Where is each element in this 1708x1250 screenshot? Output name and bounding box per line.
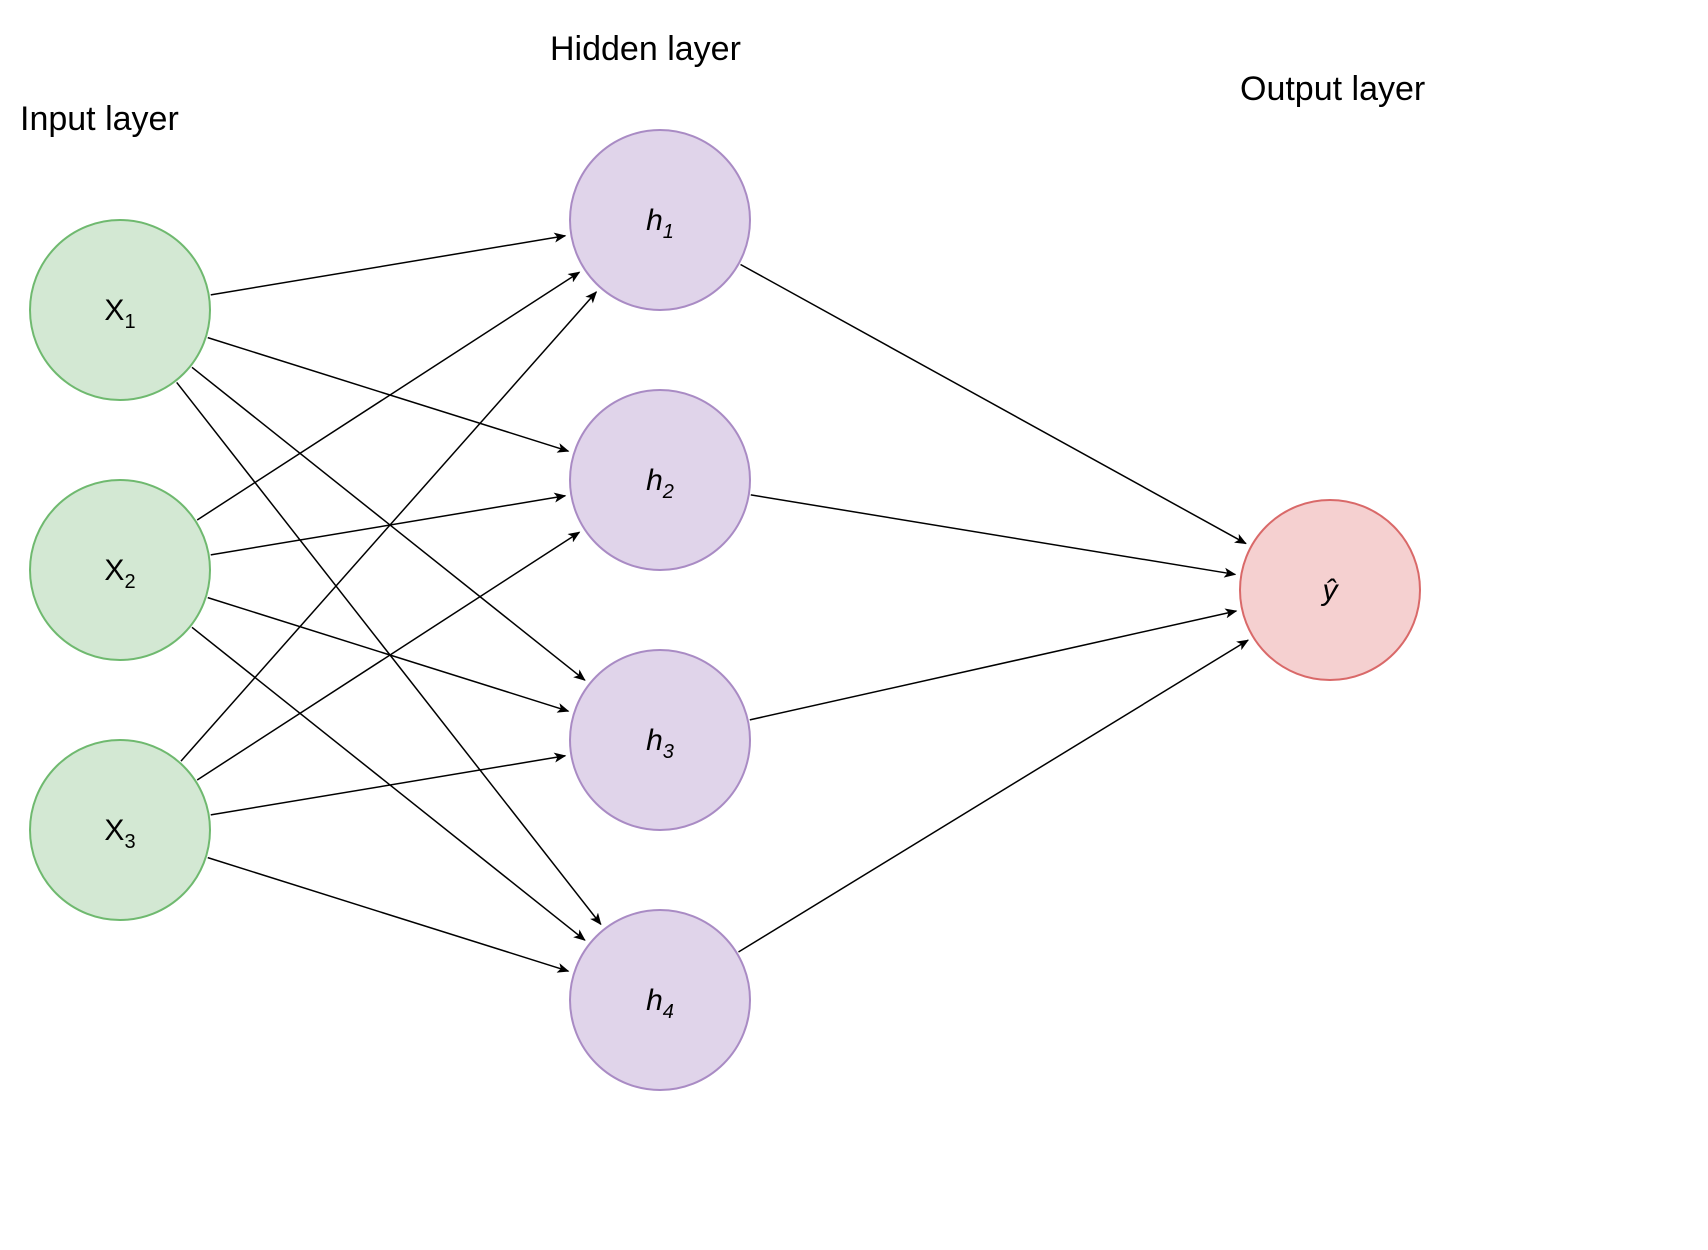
- neural-network-diagram: X1 X2 X3 h1 h2 h3 h4 ŷ: [0, 0, 1708, 1250]
- input-layer-title: Input layer: [20, 100, 179, 139]
- edge-x2-h1: [197, 272, 579, 520]
- edge-x1-h3: [192, 367, 585, 680]
- edge-x3-h1: [181, 292, 596, 761]
- edge-h1-y: [741, 264, 1246, 543]
- edge-h2-y: [751, 495, 1235, 575]
- node-x2: X2: [30, 480, 210, 660]
- node-y: ŷ: [1240, 500, 1420, 680]
- edge-x2-h4: [192, 627, 585, 940]
- node-x1: X1: [30, 220, 210, 400]
- node-x3: X3: [30, 740, 210, 920]
- edge-x1-h4: [177, 382, 601, 924]
- nodes-group: X1 X2 X3 h1 h2 h3 h4 ŷ: [30, 130, 1420, 1090]
- edge-x1-h2: [208, 338, 569, 452]
- node-h4: h4: [570, 910, 750, 1090]
- edge-x2-h2: [211, 496, 566, 555]
- edge-x1-h1: [211, 236, 566, 295]
- node-label-y: ŷ: [1321, 574, 1340, 607]
- hidden-layer-title: Hidden layer: [550, 30, 741, 69]
- edge-x3-h2: [197, 532, 579, 780]
- node-h1: h1: [570, 130, 750, 310]
- edge-x3-h3: [211, 756, 566, 815]
- edge-h3-y: [750, 611, 1237, 720]
- node-h3: h3: [570, 650, 750, 830]
- edge-x3-h4: [208, 858, 569, 972]
- edge-x2-h3: [208, 598, 569, 712]
- edges-group: [177, 236, 1248, 971]
- node-h2: h2: [570, 390, 750, 570]
- edge-h4-y: [738, 640, 1248, 952]
- output-layer-title: Output layer: [1240, 70, 1425, 109]
